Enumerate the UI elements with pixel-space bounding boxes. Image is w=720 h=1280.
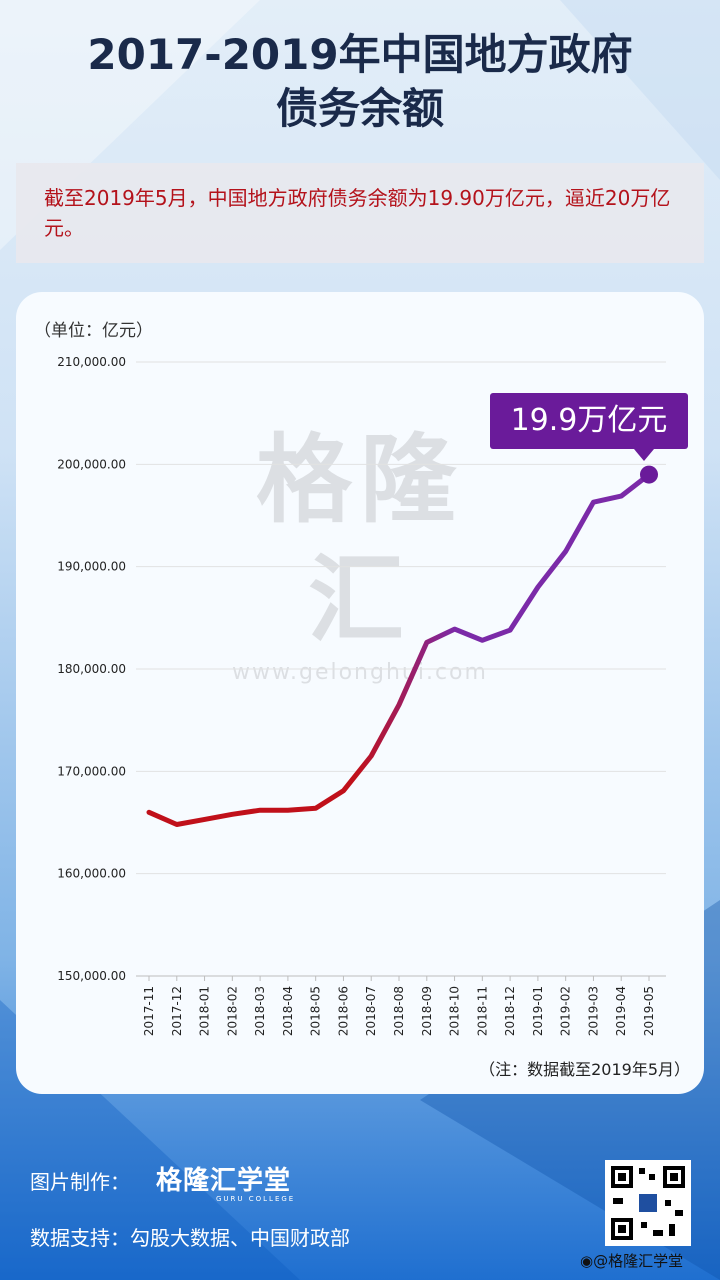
series-line bbox=[146, 472, 652, 827]
x-tick-label: 2018-07 bbox=[364, 986, 378, 1036]
y-tick-label: 150,000.00 bbox=[57, 969, 126, 983]
summary-box: 截至2019年5月，中国地方政府债务余额为19.90万亿元，逼近20万亿元。 bbox=[16, 163, 704, 263]
watermark: 格隆汇 www.gelonghui.com bbox=[205, 420, 515, 685]
brand-subtitle: GURU COLLEGE bbox=[216, 1195, 296, 1203]
watermark-url: www.gelonghui.com bbox=[232, 660, 488, 685]
x-tick-label: 2018-05 bbox=[309, 986, 323, 1036]
weibo-handle: ◉@格隆汇学堂 bbox=[580, 1252, 684, 1270]
footnote: （注：数据截至2019年5月） bbox=[479, 1060, 690, 1079]
callout-text: 19.9万亿元 bbox=[510, 403, 668, 438]
x-tick-label: 2019-04 bbox=[614, 986, 628, 1036]
watermark-text: 格隆汇 bbox=[256, 424, 464, 656]
end-point-marker bbox=[640, 465, 658, 484]
x-tick-label: 2018-10 bbox=[448, 986, 462, 1036]
x-tick-label: 2017-12 bbox=[170, 986, 184, 1036]
y-tick-label: 160,000.00 bbox=[57, 867, 126, 881]
x-tick-label: 2018-11 bbox=[475, 986, 489, 1036]
x-tick-label: 2019-03 bbox=[586, 986, 600, 1036]
x-tick-label: 2019-02 bbox=[559, 986, 573, 1036]
x-tick-label: 2018-03 bbox=[253, 986, 267, 1036]
x-tick-label: 2017-11 bbox=[142, 986, 156, 1036]
y-tick-label: 190,000.00 bbox=[57, 560, 126, 574]
unit-label: （单位：亿元） bbox=[34, 321, 153, 341]
data-source: 数据支持：勾股大数据、中国财政部 bbox=[30, 1226, 350, 1250]
weibo-icon: ◉ bbox=[580, 1252, 594, 1270]
callout-arrow bbox=[634, 449, 654, 461]
title-line-2: 债务余额 bbox=[275, 84, 444, 133]
brand-name: 格隆汇学堂 bbox=[156, 1166, 292, 1196]
x-tick-label: 2019-05 bbox=[642, 986, 656, 1036]
brand-logo: 格隆汇学堂 GURU COLLEGE bbox=[156, 1160, 295, 1203]
x-tick-label: 2018-01 bbox=[198, 986, 212, 1036]
y-tick-label: 210,000.00 bbox=[57, 355, 126, 369]
page-title: 2017-2019年中国地方政府 债务余额 bbox=[0, 28, 720, 136]
title-line-1: 2017-2019年中国地方政府 bbox=[87, 30, 633, 79]
x-tick-label: 2018-09 bbox=[420, 986, 434, 1036]
x-tick-label: 2018-06 bbox=[336, 986, 350, 1036]
made-by-label: 图片制作： bbox=[30, 1170, 130, 1194]
value-callout: 19.9万亿元 bbox=[490, 393, 688, 461]
x-tick-label: 2018-02 bbox=[225, 986, 239, 1036]
line-chart: 150,000.00 160,000.00 170,000.00 180,000.00… bbox=[57, 355, 666, 1036]
x-tick-label: 2018-04 bbox=[281, 986, 295, 1036]
y-tick-label: 180,000.00 bbox=[57, 662, 126, 676]
y-tick-label: 170,000.00 bbox=[57, 764, 126, 778]
qr-code[interactable] bbox=[605, 1160, 691, 1246]
x-tick-label: 2019-01 bbox=[531, 986, 545, 1036]
y-tick-label: 200,000.00 bbox=[57, 457, 126, 471]
summary-text: 截至2019年5月，中国地方政府债务余额为19.90万亿元，逼近20万亿元。 bbox=[44, 186, 671, 240]
x-tick-label: 2018-12 bbox=[503, 986, 517, 1036]
x-tick-label: 2018-08 bbox=[392, 986, 406, 1036]
qr-code-icon bbox=[611, 1166, 685, 1240]
